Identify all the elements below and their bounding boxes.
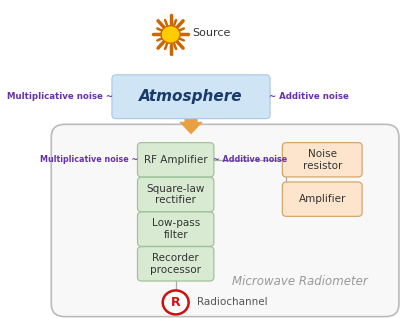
Circle shape	[163, 290, 189, 315]
Polygon shape	[179, 115, 203, 135]
Text: Multiplicative noise ~: Multiplicative noise ~	[40, 155, 138, 164]
Circle shape	[161, 26, 180, 43]
FancyBboxPatch shape	[282, 182, 362, 216]
Text: R: R	[171, 296, 180, 309]
FancyBboxPatch shape	[112, 75, 270, 119]
Text: Atmosphere: Atmosphere	[139, 89, 243, 104]
Text: ~ Additive noise: ~ Additive noise	[213, 155, 288, 164]
Text: Microwave Radiometer: Microwave Radiometer	[232, 275, 368, 288]
FancyBboxPatch shape	[138, 177, 214, 212]
Text: Source: Source	[193, 28, 231, 38]
FancyBboxPatch shape	[138, 212, 214, 246]
Text: Radiochannel: Radiochannel	[197, 297, 268, 308]
Text: ~ Additive noise: ~ Additive noise	[270, 92, 349, 101]
Text: RF Amplifier: RF Amplifier	[144, 155, 208, 165]
FancyBboxPatch shape	[282, 142, 362, 177]
Text: Noise
resistor: Noise resistor	[302, 149, 342, 170]
Text: Square-law
rectifier: Square-law rectifier	[146, 184, 205, 205]
FancyBboxPatch shape	[51, 124, 399, 317]
FancyBboxPatch shape	[138, 247, 214, 281]
FancyBboxPatch shape	[138, 142, 214, 177]
Text: Low-pass
filter: Low-pass filter	[152, 218, 200, 240]
Text: Amplifier: Amplifier	[298, 194, 346, 204]
Text: Recorder
processor: Recorder processor	[150, 253, 201, 275]
Text: Multiplicative noise ~: Multiplicative noise ~	[7, 92, 113, 101]
